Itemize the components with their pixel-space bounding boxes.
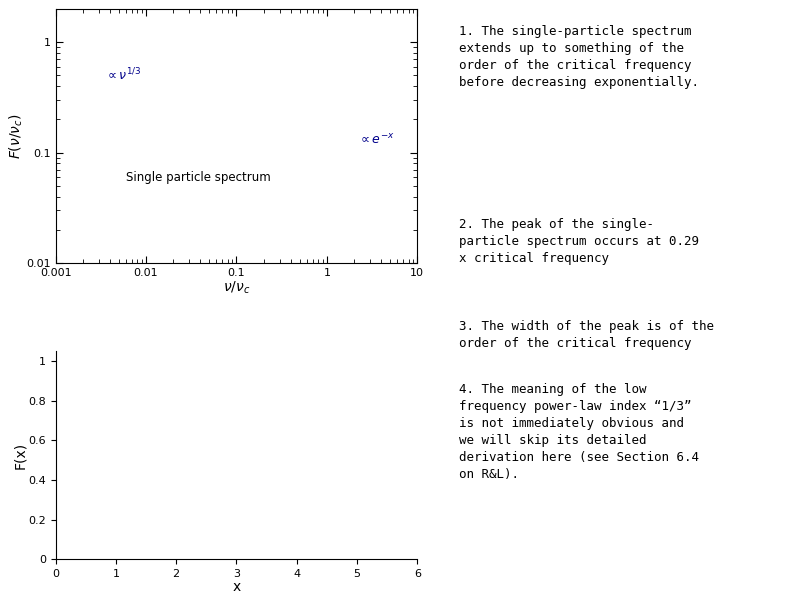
Text: $\propto\nu^{1/3}$: $\propto\nu^{1/3}$ bbox=[105, 67, 141, 83]
Text: 2. The peak of the single-
particle spectrum occurs at 0.29
x critical frequency: 2. The peak of the single- particle spec… bbox=[459, 218, 700, 265]
Text: 3. The width of the peak is of the
order of the critical frequency: 3. The width of the peak is of the order… bbox=[459, 320, 715, 350]
X-axis label: x: x bbox=[233, 580, 241, 594]
Y-axis label: F(x): F(x) bbox=[13, 441, 27, 469]
Text: 1. The single-particle spectrum
extends up to something of the
order of the crit: 1. The single-particle spectrum extends … bbox=[459, 26, 700, 89]
X-axis label: $\nu/\nu_c$: $\nu/\nu_c$ bbox=[223, 279, 250, 296]
Text: $\propto e^{-x}$: $\propto e^{-x}$ bbox=[358, 133, 395, 147]
Y-axis label: $F(\nu/\nu_c)$: $F(\nu/\nu_c)$ bbox=[7, 113, 25, 159]
Text: Single particle spectrum: Single particle spectrum bbox=[126, 171, 271, 184]
Text: 4. The meaning of the low
frequency power-law index “1/3”
is not immediately obv: 4. The meaning of the low frequency powe… bbox=[459, 383, 700, 481]
